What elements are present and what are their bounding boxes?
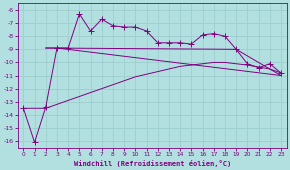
X-axis label: Windchill (Refroidissement éolien,°C): Windchill (Refroidissement éolien,°C)	[74, 159, 231, 167]
